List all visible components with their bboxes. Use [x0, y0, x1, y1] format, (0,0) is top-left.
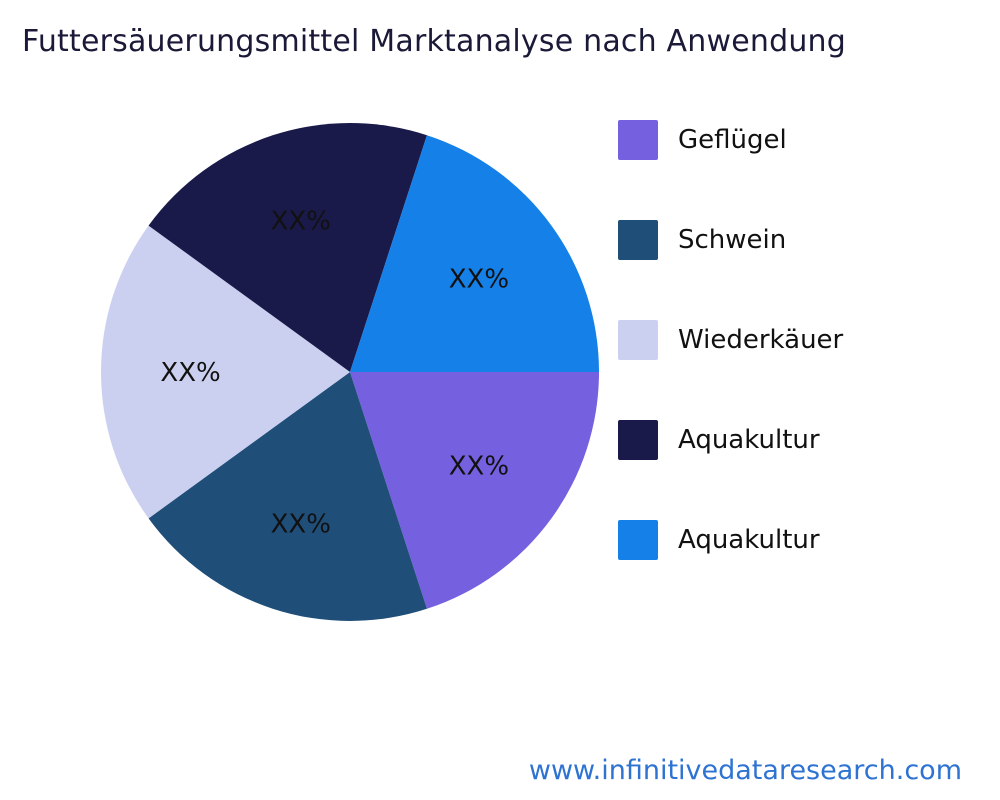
legend-label: Aquakultur: [678, 425, 820, 455]
legend-label: Schwein: [678, 225, 787, 255]
slice-value-label: XX%: [271, 206, 331, 236]
legend-item-0[interactable]: Geflügel: [618, 120, 843, 160]
legend-label: Geflügel: [678, 125, 787, 155]
pie-slice-1-Schwein[interactable]: [148, 372, 427, 622]
legend-item-2[interactable]: Wiederkäuer: [618, 320, 843, 360]
pie-slice-4-Aquakultur[interactable]: [350, 135, 599, 372]
footer: www.infinitivedataresearch.com: [529, 755, 962, 786]
slice-value-label: XX%: [160, 358, 220, 388]
slice-value-label: XX%: [449, 452, 509, 482]
legend-label: Wiederkäuer: [678, 325, 844, 355]
legend-label: Aquakultur: [678, 525, 820, 555]
pie-slice-2-Wiederkäuer[interactable]: [100, 225, 351, 519]
pie-chart: XX% XX% XX% XX% XX%: [100, 122, 599, 622]
slice-value-label: XX%: [449, 264, 509, 294]
chart-title: Futtersäuerungsmittel Marktanalyse nach …: [22, 24, 847, 59]
website-link[interactable]: www.infinitivedataresearch.com: [528, 755, 962, 786]
legend: Geflügel Schwein Wiederkäuer Aquakultur Aqua…: [618, 120, 843, 560]
legend-swatch-icon: [618, 420, 658, 460]
legend-swatch-icon: [618, 520, 658, 560]
legend-item-3[interactable]: Aquakultur: [618, 420, 843, 460]
pie-slice-0-Geflügel[interactable]: [350, 372, 599, 609]
slice-value-label: XX%: [271, 510, 331, 540]
legend-swatch-icon: [618, 220, 658, 260]
legend-swatch-icon: [618, 320, 658, 360]
legend-item-4[interactable]: Aquakultur: [618, 520, 843, 560]
legend-item-1[interactable]: Schwein: [618, 220, 843, 260]
pie-slice-3-Aquakultur[interactable]: [148, 122, 427, 373]
legend-swatch-icon: [618, 120, 658, 160]
